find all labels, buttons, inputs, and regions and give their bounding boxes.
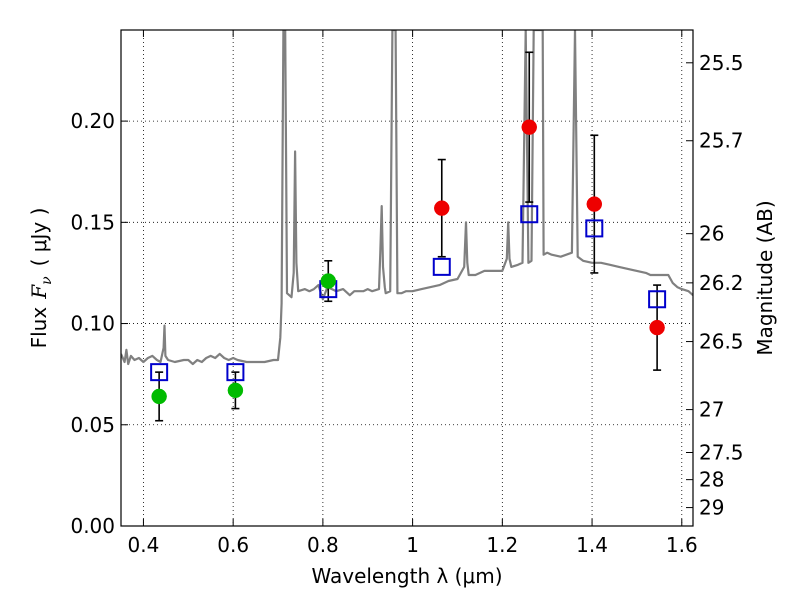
y-tick-label: 0.00 [70,514,115,538]
x-tick-label: 1.4 [576,533,608,557]
y-axis-label-prefix: Flux [27,307,51,349]
y-tick-label: 0.15 [70,210,115,234]
y-tick-label: 0.10 [70,312,115,336]
model-photometry-marker [150,363,169,382]
y2-tick-label: 26.5 [699,330,744,354]
x-tick-label: 0.8 [307,533,339,557]
y-tick-label: 0.20 [70,109,115,133]
y-axis-label: Flux Fν ( μJy ) [27,208,55,349]
observed-point-marker [151,388,167,405]
model-photometry-marker [226,363,245,382]
x-tick-label: 1.2 [486,533,518,557]
model-photometry-marker [432,257,451,276]
y2-tick-label: 26.2 [699,271,744,295]
model-photometry-marker [648,290,667,309]
model-photometry-marker [585,219,604,238]
y2-tick-label: 25.5 [699,51,744,75]
ticks: 0.4 0.6 0.8 1 1.2 1.4 1.6 0.00 0.05 0.10 0.15 0.20 2… [70,30,744,557]
x-tick-label: 1.6 [666,533,698,557]
x-axis-label: Wavelength λ (μm) [311,564,502,588]
observed-point-marker [521,119,538,135]
marker-layer [150,51,667,422]
model-photometry-marker [520,205,539,224]
y2-axis-label: Magnitude (AB) [753,200,777,355]
y2-tick-label: 27 [699,398,724,422]
y2-tick-label: 29 [699,496,724,520]
y-tick-label: 0.05 [70,413,115,437]
observed-point-marker [320,273,337,289]
plot-area [121,30,693,366]
y2-tick-label: 28 [699,468,724,492]
y-axis-label-symbol: F [27,284,51,300]
y2-tick-label: 25.7 [699,129,744,153]
observed-point-marker [649,319,665,336]
y2-tick-label: 27.5 [699,441,744,465]
plot-frame [120,29,694,527]
y-axis-label-subscript: ν [39,276,55,285]
x-tick-label: 0.4 [128,533,160,557]
observed-point-marker [434,200,450,216]
observed-point-marker [227,382,244,399]
observed-point-marker [586,196,603,212]
y-axis-label-unit: ( μJy ) [27,208,51,267]
y2-tick-label: 26 [699,222,724,246]
x-tick-label: 1 [406,533,419,557]
spectrum-line [121,30,693,366]
x-tick-label: 0.6 [217,533,249,557]
